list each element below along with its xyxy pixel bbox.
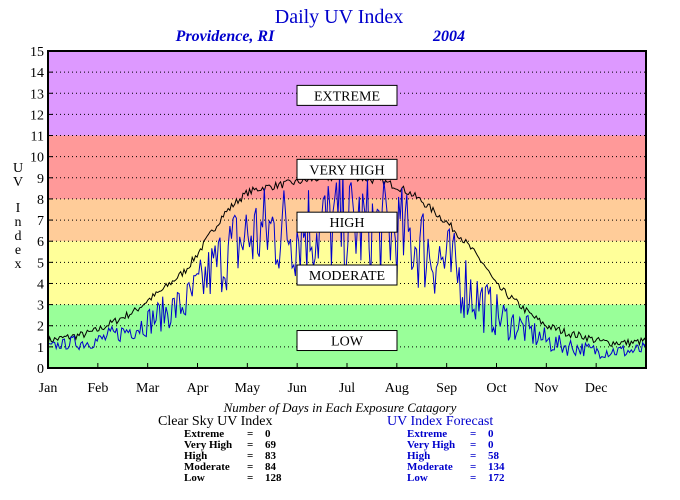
y-tick-label: 11 [31,130,44,145]
month-label: Apr [187,381,209,396]
band-label-box-high [296,211,398,233]
y-tick-label: 7 [37,214,44,229]
band-label-box-extreme [296,84,398,106]
y-axis-label-char: d [15,229,22,244]
forecast-value: 134 [488,461,505,473]
forecast-eq: = [470,461,477,473]
forecast-stats: UV Index Forecast Extreme = 0 Very High = 0 Hi… [387,415,505,484]
band-label-high: HIGH [330,216,365,231]
y-tick-label: 6 [37,235,44,250]
clear-sky-value: 83 [265,450,276,462]
y-axis-label-char: U [13,161,23,176]
month-label: Feb [87,381,108,396]
month-label: Mar [136,381,160,396]
forecast-eq: = [470,428,477,440]
month-label: Jan [39,381,58,396]
clear-sky-eq: = [247,461,254,473]
y-axis-label-char: x [15,257,22,272]
forecast-value: 0 [488,439,494,451]
band-label-box-very-high [296,158,398,180]
month-label: Aug [385,381,409,396]
forecast-heading: UV Index Forecast [387,414,494,429]
clear-sky-row-high: High = 83 [184,451,282,462]
month-label: Nov [534,381,558,396]
y-axis-label-char: V [13,175,23,190]
clear-sky-eq: = [247,472,254,484]
forecast-row-extreme: Extreme = 0 [407,429,505,440]
month-label: Jul [339,381,355,396]
y-tick-label: 3 [37,299,44,314]
forecast-label: Low [407,472,428,484]
clear-sky-heading: Clear Sky UV Index [158,414,273,429]
clear-sky-value: 0 [265,428,271,440]
clear-sky-value: 84 [265,461,276,473]
band-label-low: LOW [331,335,364,350]
clear-sky-eq: = [247,450,254,462]
y-tick-label: 2 [37,320,44,335]
forecast-row-high: High = 58 [407,451,505,462]
month-label: Jun [287,381,306,396]
y-tick-label: 13 [30,87,44,102]
clear-sky-label: Extreme [184,428,225,440]
forecast-value: 172 [488,472,505,484]
clear-sky-row-low: Low = 128 [184,473,282,484]
chart-location: Providence, RI [175,28,275,45]
band-label-extreme: EXTREME [314,89,380,104]
clear-sky-row-extreme: Extreme = 0 [184,429,282,440]
clear-sky-row-very-high: Very High = 69 [184,440,282,451]
clear-sky-value: 128 [265,472,282,484]
forecast-row-moderate: Moderate = 134 [407,462,505,473]
clear-sky-stats: Clear Sky UV Index Extreme = 0 Very High = 69… [158,415,282,484]
month-label: May [234,381,260,396]
y-tick-label: 5 [37,256,44,271]
y-tick-label: 9 [37,172,44,187]
y-tick-label: 0 [37,362,44,377]
chart-title: Daily UV Index [275,6,404,28]
forecast-value: 0 [488,428,494,440]
forecast-row-low: Low = 172 [407,473,505,484]
band-label-box-low [296,330,398,352]
clear-sky-label: Low [184,472,205,484]
clear-sky-label: High [184,450,208,462]
forecast-label: Moderate [407,461,453,473]
y-tick-label: 15 [30,45,44,60]
y-tick-label: 8 [37,193,44,208]
clear-sky-value: 69 [265,439,276,451]
band-label-very-high: VERY HIGH [309,163,384,178]
forecast-eq: = [470,472,477,484]
y-axis-label-char: I [16,201,21,216]
forecast-label: Very High [407,439,456,451]
clear-sky-label: Moderate [184,461,230,473]
forecast-line [47,171,647,360]
y-tick-label: 4 [37,277,44,292]
uv-chart: Daily UV Index Providence, RI 2004 LOW MO… [13,6,647,396]
clear-sky-eq: = [247,428,254,440]
band-label-moderate: MODERATE [309,269,385,284]
days-caption: Number of Days in Each Exposure Catagory [223,400,457,415]
forecast-eq: = [470,450,477,462]
forecast-eq: = [470,439,477,451]
y-tick-label: 10 [30,151,44,166]
month-label: Dec [585,381,608,396]
y-tick-label: 1 [37,341,44,356]
clear-sky-eq: = [247,439,254,451]
month-label: Sep [436,381,457,396]
month-label: Oct [486,381,506,396]
clear-sky-row-moderate: Moderate = 84 [184,462,282,473]
band-label-box-moderate [296,264,398,286]
y-tick-label: 14 [30,66,44,81]
clear-sky-label: Very High [184,439,233,451]
forecast-value: 58 [488,450,499,462]
forecast-row-very-high: Very High = 0 [407,440,505,451]
y-axis-label-char: e [15,243,21,258]
y-axis-label-char: n [15,215,22,230]
chart-year: 2004 [432,28,465,45]
y-tick-label: 12 [30,108,44,123]
forecast-label: Extreme [407,428,448,440]
forecast-label: High [407,450,431,462]
